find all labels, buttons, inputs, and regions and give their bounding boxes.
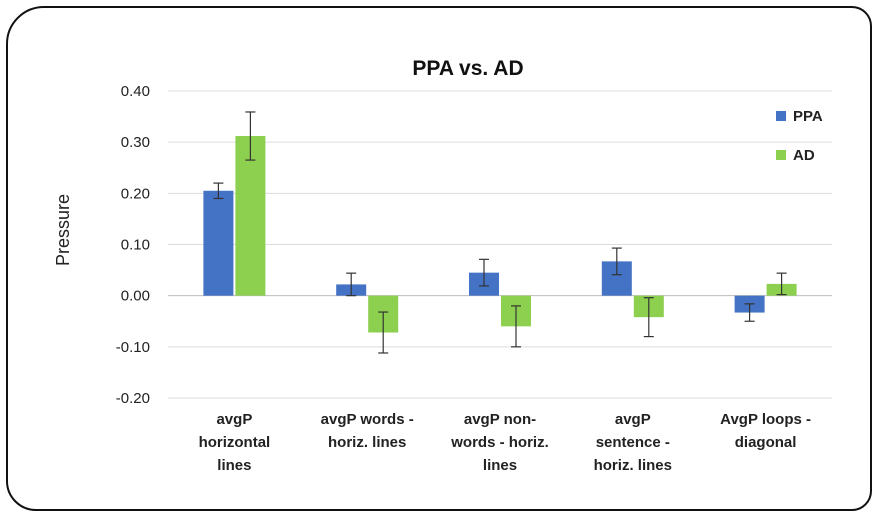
category-label: avgP words -horiz. lines xyxy=(321,411,414,451)
legend-swatch-ad xyxy=(776,150,786,160)
bars xyxy=(203,136,797,333)
y-tick-label: 0.20 xyxy=(121,185,150,202)
y-axis-label: Pressure xyxy=(53,194,73,266)
error-bar xyxy=(511,305,521,348)
category-label: avgP horizontal lines xyxy=(199,411,271,474)
bar-ppa xyxy=(203,190,234,296)
error-bar xyxy=(378,311,389,354)
category-label: avgP sentence -horiz. lines xyxy=(594,411,672,474)
y-tick-label: -0.10 xyxy=(116,339,150,356)
y-tick-label: 0.00 xyxy=(121,288,150,305)
error-bar xyxy=(346,272,357,297)
y-tick-label: -0.20 xyxy=(116,390,150,407)
category-label: AvgP loops -diagonal xyxy=(720,411,811,451)
error-bar xyxy=(213,182,224,200)
error-bar xyxy=(245,111,256,161)
error-bar xyxy=(776,272,787,296)
chart-frame xyxy=(6,6,872,511)
legend-label-ppa: PPA xyxy=(793,108,823,125)
chart-title: PPA vs. AD xyxy=(412,57,523,80)
category-labels: avgP horizontal lines avgP words -horiz. li… xyxy=(199,411,811,474)
bar-ad xyxy=(235,136,266,296)
y-axis-ticks: 0.40 0.30 0.20 0.10 0.00 -0.10 -0.20 xyxy=(116,83,150,407)
y-tick-label: 0.40 xyxy=(121,83,150,100)
legend: PPA AD xyxy=(776,108,823,164)
y-tick-label: 0.10 xyxy=(121,237,150,254)
error-bars xyxy=(213,111,787,354)
legend-label-ad: AD xyxy=(793,147,815,164)
error-bar xyxy=(611,247,622,276)
category-label: avgP non-words - horiz. lines xyxy=(450,411,549,474)
error-bar xyxy=(744,303,755,322)
y-tick-label: 0.30 xyxy=(121,134,150,151)
legend-swatch-ppa xyxy=(776,111,786,121)
error-bar xyxy=(479,258,489,287)
error-bar xyxy=(643,297,654,338)
gridlines xyxy=(168,90,832,399)
